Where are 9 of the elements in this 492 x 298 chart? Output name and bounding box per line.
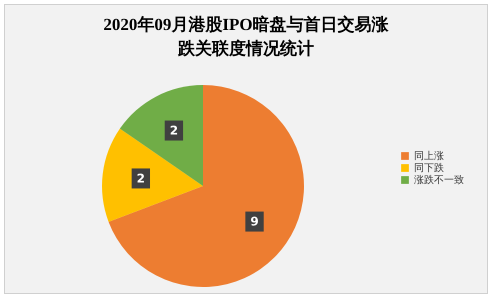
data-label: 9: [250, 214, 259, 229]
pie-slice: [108, 85, 304, 287]
legend-label: 同下跌: [414, 162, 444, 174]
legend-label: 同上涨: [414, 150, 444, 162]
chart-title: 2020年09月港股IPO暗盘与首日交易涨跌关联度情况统计: [102, 14, 390, 60]
legend-label: 涨跌不一致: [414, 174, 464, 186]
pie-slice: [120, 85, 203, 186]
data-label: 2: [136, 171, 146, 186]
data-label: 2: [170, 124, 178, 138]
